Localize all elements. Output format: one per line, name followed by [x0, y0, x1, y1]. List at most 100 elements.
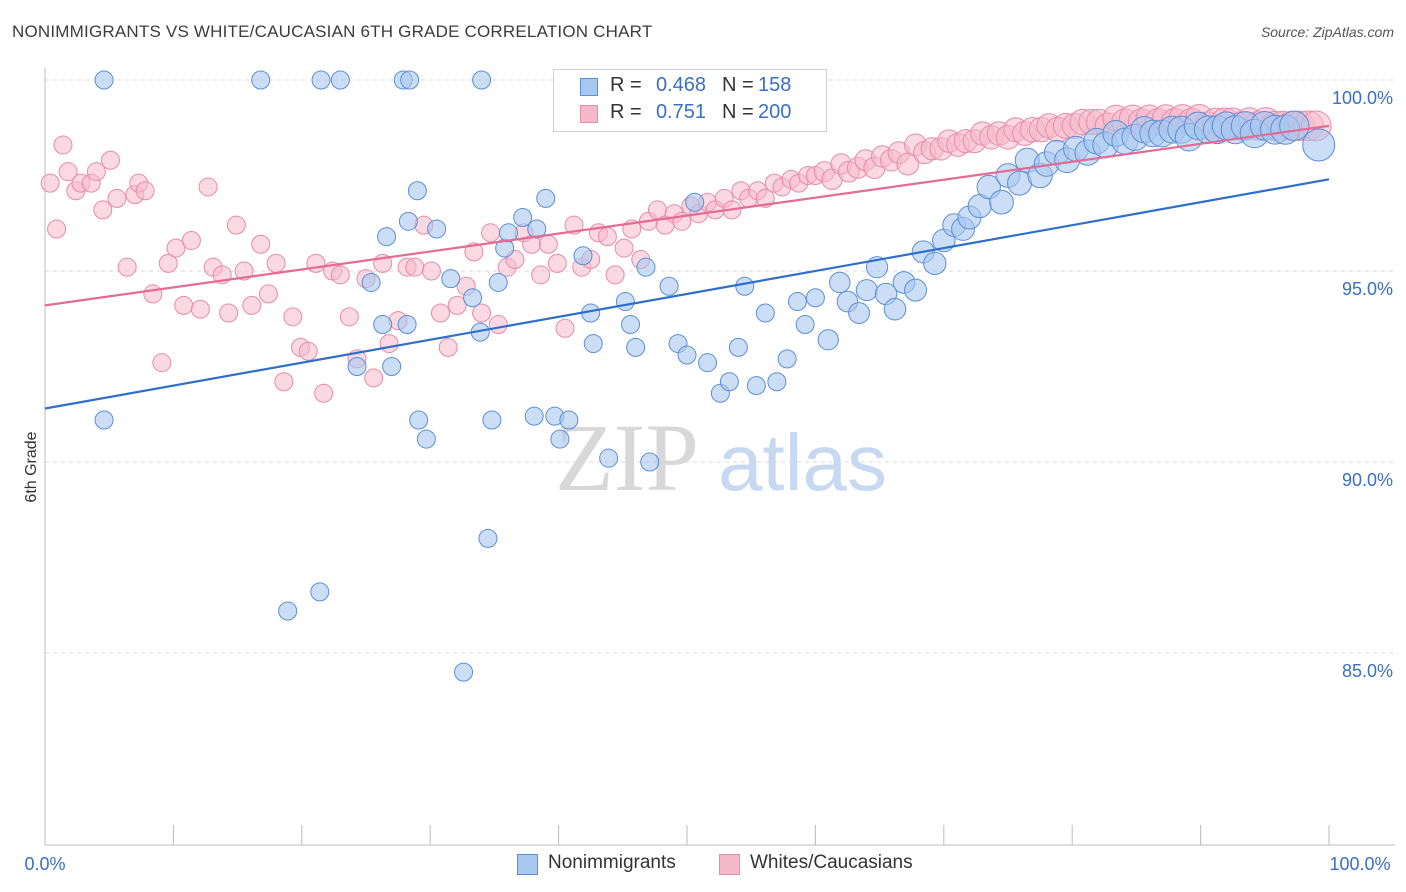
- data-point-nonimmigrants: [746, 376, 766, 396]
- data-point-whites: [174, 295, 194, 315]
- data-point-nonimmigrants: [454, 662, 474, 682]
- data-point-nonimmigrants: [805, 288, 825, 308]
- y-tick-label: 95.0%: [1342, 279, 1393, 299]
- data-point-whites: [306, 253, 326, 273]
- data-point-whites: [152, 353, 172, 373]
- data-point-nonimmigrants: [1302, 128, 1336, 162]
- data-point-nonimmigrants: [441, 269, 461, 289]
- legend-n-label: N =: [722, 74, 754, 96]
- data-point-nonimmigrants: [407, 181, 427, 201]
- data-point-nonimmigrants: [347, 357, 367, 376]
- source-note: Source: ZipAtlas.com: [1260, 24, 1394, 40]
- data-point-whites: [274, 372, 294, 392]
- data-point-nonimmigrants: [311, 70, 331, 90]
- data-point-nonimmigrants: [923, 251, 947, 276]
- y-tick-label: 90.0%: [1342, 470, 1393, 490]
- data-point-whites: [339, 307, 359, 327]
- data-point-nonimmigrants: [829, 271, 851, 294]
- data-point-nonimmigrants: [855, 279, 878, 302]
- legend-n-value: 158: [758, 74, 792, 96]
- data-point-nonimmigrants: [373, 314, 393, 334]
- data-point-nonimmigrants: [621, 314, 641, 334]
- data-point-whites: [464, 242, 484, 262]
- data-point-whites: [143, 284, 163, 304]
- data-point-nonimmigrants: [251, 70, 271, 90]
- data-point-nonimmigrants: [400, 70, 420, 90]
- data-point-nonimmigrants: [427, 219, 447, 239]
- data-point-nonimmigrants: [398, 211, 418, 231]
- data-point-nonimmigrants: [482, 410, 502, 430]
- legend-n-value: 200: [758, 101, 792, 123]
- data-point-whites: [379, 334, 399, 354]
- data-point-whites: [251, 234, 271, 254]
- data-point-whites: [481, 223, 501, 243]
- data-point-whites: [100, 150, 120, 170]
- data-point-whites: [53, 135, 73, 155]
- legend-r-value: 0.751: [655, 101, 706, 123]
- data-point-whites: [258, 284, 278, 304]
- data-point-whites: [226, 215, 246, 235]
- y-tick-label: 85.0%: [1342, 661, 1393, 681]
- data-point-nonimmigrants: [310, 582, 330, 602]
- data-point-nonimmigrants: [397, 314, 417, 334]
- data-point-whites: [242, 295, 262, 315]
- data-point-whites: [298, 341, 318, 361]
- data-point-whites: [93, 200, 113, 220]
- legend-swatch-pink: [719, 854, 740, 875]
- data-point-whites: [430, 303, 450, 323]
- data-point-nonimmigrants: [463, 288, 483, 308]
- chart-title: NONIMMIGRANTS VS WHITE/CAUCASIAN 6TH GRA…: [12, 22, 653, 41]
- data-point-nonimmigrants: [583, 334, 603, 354]
- legend-r-value: 0.468: [655, 74, 706, 96]
- data-point-nonimmigrants: [488, 272, 508, 292]
- data-point-nonimmigrants: [817, 329, 839, 351]
- data-point-nonimmigrants: [626, 337, 646, 357]
- data-point-nonimmigrants: [685, 192, 705, 212]
- watermark-zip: ZIP: [555, 404, 699, 511]
- data-point-nonimmigrants: [883, 297, 907, 321]
- data-point-whites: [47, 219, 67, 239]
- data-point-nonimmigrants: [599, 448, 619, 468]
- axes: [44, 68, 1395, 846]
- data-point-nonimmigrants: [1279, 110, 1310, 142]
- data-point-whites: [447, 295, 467, 315]
- data-point-nonimmigrants: [735, 276, 755, 296]
- data-point-nonimmigrants: [698, 353, 718, 373]
- legend-swatch-blue: [517, 854, 538, 875]
- legend-row-whites: R = 0.751 N = 200: [554, 101, 824, 127]
- data-point-nonimmigrants: [527, 219, 547, 239]
- data-point-whites: [421, 261, 441, 281]
- data-point-nonimmigrants: [409, 410, 429, 430]
- y-axis-label: 6th Grade: [23, 431, 40, 502]
- data-point-nonimmigrants: [989, 189, 1014, 215]
- data-point-nonimmigrants: [615, 292, 635, 312]
- data-point-whites: [597, 227, 617, 247]
- legend-swatch-blue: [580, 78, 598, 96]
- y-tick-label: 100.0%: [1332, 88, 1393, 108]
- data-point-whites: [564, 215, 584, 235]
- data-point-nonimmigrants: [416, 429, 436, 449]
- data-point-nonimmigrants: [382, 357, 402, 376]
- data-point-nonimmigrants: [361, 272, 381, 292]
- legend-label: Nonimmigrants: [548, 852, 676, 873]
- data-point-nonimmigrants: [904, 278, 928, 302]
- data-point-whites: [364, 368, 384, 388]
- data-point-whites: [40, 173, 60, 193]
- data-point-nonimmigrants: [640, 452, 660, 472]
- data-point-whites: [547, 253, 567, 273]
- data-point-nonimmigrants: [536, 188, 556, 208]
- data-point-whites: [438, 337, 458, 357]
- data-point-whites: [234, 261, 254, 281]
- data-point-nonimmigrants: [787, 292, 807, 312]
- data-point-whites: [314, 383, 334, 403]
- data-point-whites: [181, 230, 201, 250]
- data-point-nonimmigrants: [755, 303, 775, 323]
- x-tick-label: 0.0%: [24, 854, 65, 874]
- data-point-whites: [531, 265, 551, 285]
- data-point-whites: [58, 162, 78, 182]
- legend: R = 0.468 N = 158 R = 0.751 N = 200: [553, 69, 827, 132]
- data-point-nonimmigrants: [677, 345, 697, 365]
- data-point-whites: [538, 234, 558, 254]
- data-point-nonimmigrants: [659, 276, 679, 296]
